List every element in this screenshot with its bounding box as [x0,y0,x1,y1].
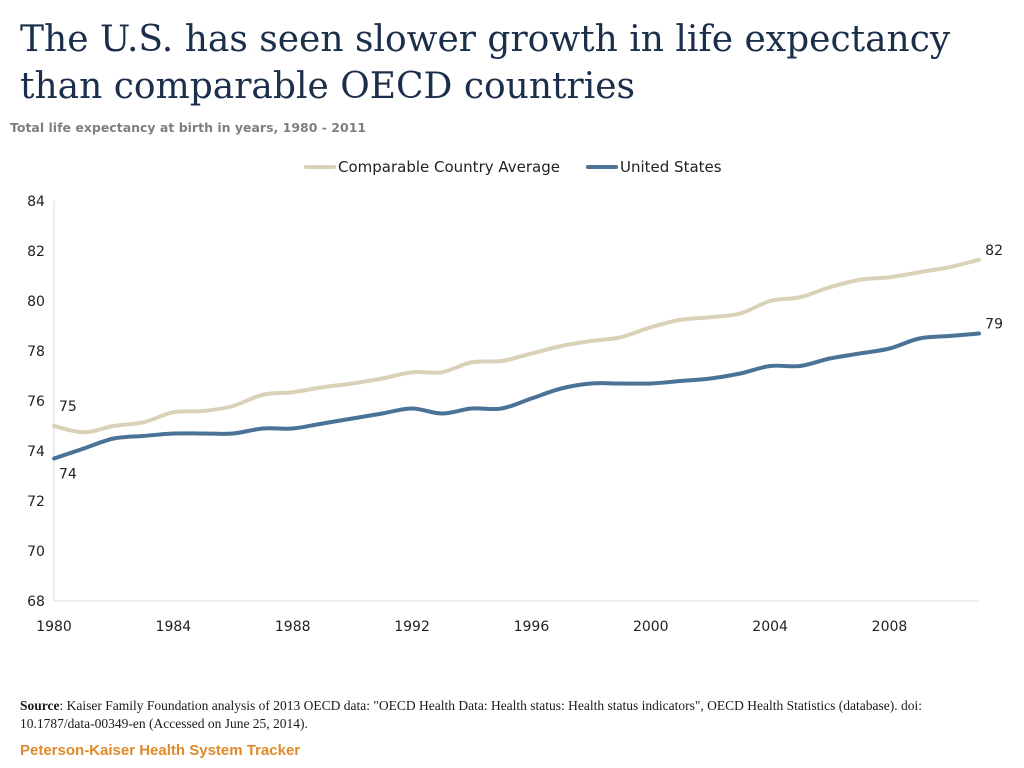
source-label: Source [20,698,60,713]
source-note: Source: Kaiser Family Foundation analysi… [20,697,960,733]
chart-subtitle: Total life expectancy at birth in years,… [10,120,367,135]
series-line-us [52,331,981,461]
y-tick-label: 84 [27,194,45,210]
series-group [52,257,981,461]
x-tick-label: 1984 [156,619,192,635]
y-tick-label: 72 [27,494,45,510]
y-tick-label: 78 [27,344,45,360]
y-tick-label: 68 [27,594,45,610]
legend-label-comparable: Comparable Country Average [338,158,560,176]
data-label-comparable-end: 82 [985,243,1003,259]
legend: Comparable Country Average United States [304,158,722,176]
x-tick-label: 2004 [752,619,788,635]
series-line-comparable [52,257,981,435]
data-label-us-start: 74 [59,467,77,483]
x-tick-label: 2008 [872,619,908,635]
line-chart: Comparable Country Average United States… [27,158,1003,635]
data-labels: 75 74 82 79 [59,243,1003,483]
x-tick-label: 1988 [275,619,311,635]
brand-footer: Peterson-Kaiser Health System Tracker [20,742,301,759]
x-tick-label: 1992 [394,619,430,635]
y-tick-label: 70 [27,544,45,560]
y-tick-label: 80 [27,294,45,310]
chart-title: The U.S. has seen slower growth in life … [20,19,951,107]
data-label-comparable-start: 75 [59,399,77,415]
y-tick-label: 82 [27,244,45,260]
x-axis-ticks: 1980 1984 1988 1992 1996 2000 2004 2008 [36,619,907,635]
y-tick-label: 74 [27,444,45,460]
x-tick-label: 1996 [514,619,550,635]
x-tick-label: 1980 [36,619,72,635]
y-tick-label: 76 [27,394,45,410]
x-tick-label: 2000 [633,619,669,635]
y-axis-ticks: 68 70 72 74 76 78 80 82 84 [27,194,45,610]
data-label-us-end: 79 [985,317,1003,333]
source-text: : Kaiser Family Foundation analysis of 2… [20,698,922,731]
legend-label-us: United States [620,158,722,176]
